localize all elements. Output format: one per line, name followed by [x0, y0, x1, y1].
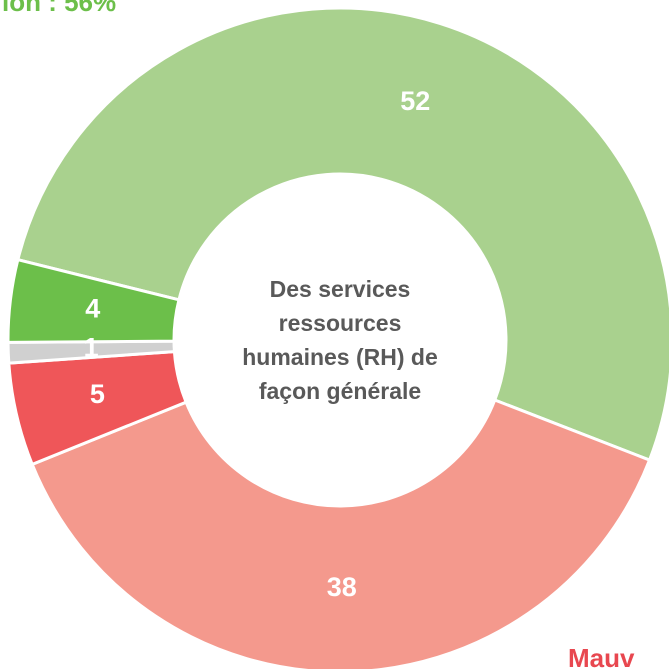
donut-segment: [6, 257, 181, 344]
data-label: 5: [90, 379, 105, 409]
center-label: Des services ressources humaines (RH) de…: [230, 240, 450, 440]
donut-segment: [16, 6, 669, 463]
annotation: ion : 56%: [2, 0, 116, 17]
donut-segment: [30, 398, 652, 669]
center-text: Des services ressources humaines (RH) de…: [242, 276, 438, 404]
data-label: 52: [400, 86, 430, 116]
annotation: Mauv: [568, 643, 635, 669]
data-label: 38: [327, 572, 357, 602]
data-label: 4: [85, 294, 100, 324]
data-label: 1: [84, 333, 99, 363]
